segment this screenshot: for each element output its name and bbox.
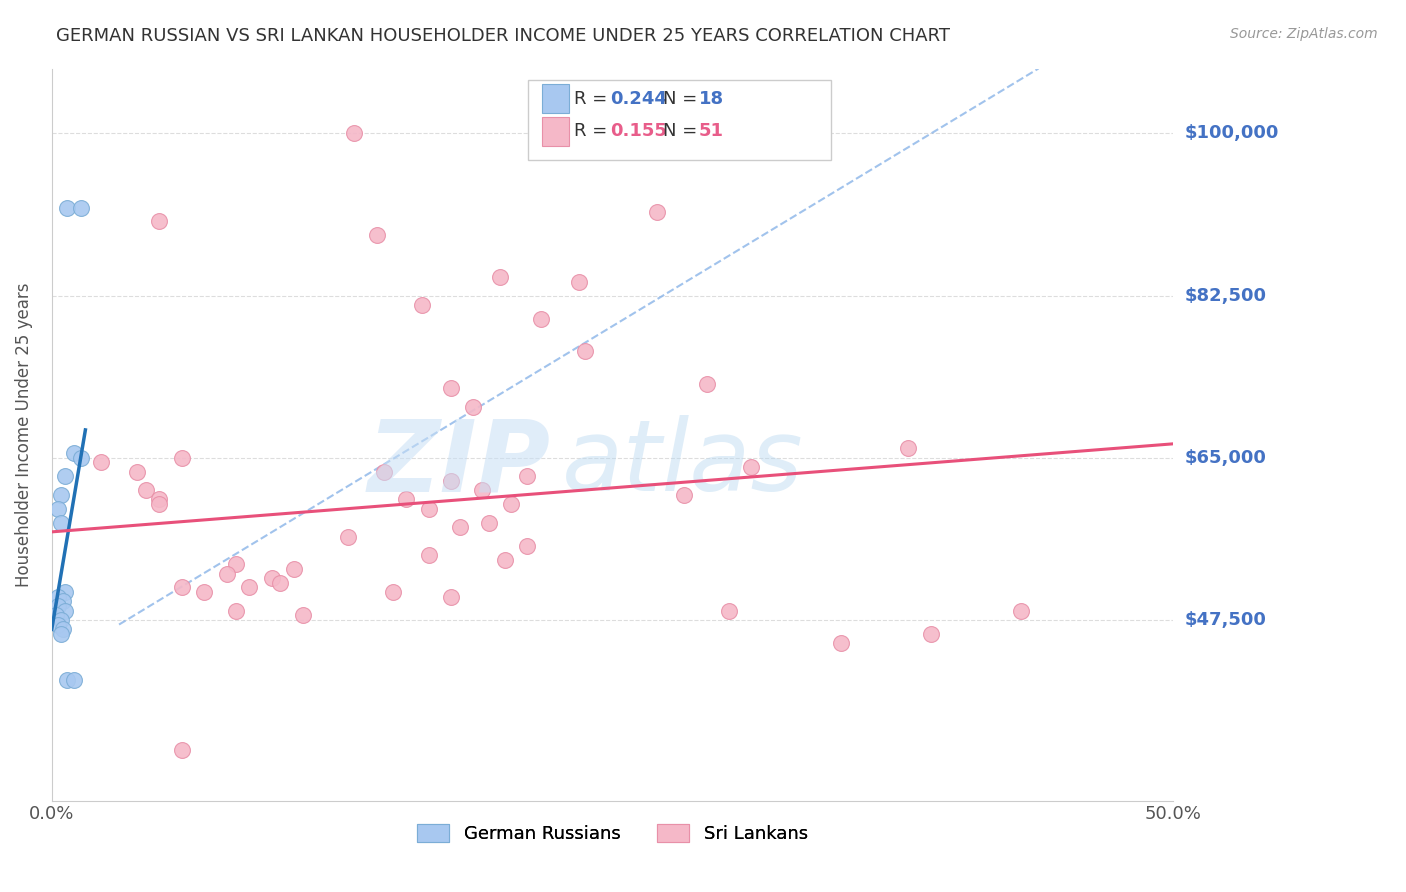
Point xyxy=(471,483,494,498)
Point xyxy=(56,201,79,215)
Point xyxy=(463,400,485,414)
Point xyxy=(897,442,920,456)
Point xyxy=(516,469,538,483)
Point xyxy=(48,599,70,613)
Point xyxy=(366,228,388,243)
Text: N =: N = xyxy=(662,122,703,140)
Point xyxy=(740,460,762,475)
Point xyxy=(148,492,170,507)
Point xyxy=(494,552,516,566)
Point xyxy=(215,566,238,581)
Text: R =: R = xyxy=(574,89,613,108)
Point xyxy=(53,585,76,599)
Point xyxy=(283,562,305,576)
Text: N =: N = xyxy=(662,89,703,108)
FancyBboxPatch shape xyxy=(529,79,831,160)
Text: Source: ZipAtlas.com: Source: ZipAtlas.com xyxy=(1230,27,1378,41)
Point xyxy=(381,585,404,599)
Legend: German Russians, Sri Lankans: German Russians, Sri Lankans xyxy=(409,816,815,850)
Point xyxy=(48,501,70,516)
Point xyxy=(135,483,157,498)
Y-axis label: Householder Income Under 25 years: Householder Income Under 25 years xyxy=(15,283,32,587)
Text: $65,000: $65,000 xyxy=(1184,449,1265,467)
Point xyxy=(373,465,395,479)
Point xyxy=(440,381,463,395)
Point xyxy=(63,673,86,687)
Point xyxy=(440,474,463,488)
Point xyxy=(49,627,72,641)
Text: ZIP: ZIP xyxy=(368,416,551,512)
Point xyxy=(48,590,70,604)
Text: 0.244: 0.244 xyxy=(610,89,666,108)
Point xyxy=(1010,604,1032,618)
Text: atlas: atlas xyxy=(562,416,804,512)
Point xyxy=(501,497,523,511)
Point xyxy=(291,608,314,623)
Point xyxy=(48,617,70,632)
Point xyxy=(516,539,538,553)
Point xyxy=(63,446,86,460)
Point xyxy=(49,613,72,627)
Point xyxy=(645,205,668,219)
Point xyxy=(568,275,591,289)
Point xyxy=(830,636,852,650)
Point xyxy=(49,516,72,530)
FancyBboxPatch shape xyxy=(541,84,568,113)
Point xyxy=(673,488,696,502)
Text: R =: R = xyxy=(574,122,613,140)
Point xyxy=(418,548,440,562)
Point xyxy=(193,585,215,599)
FancyBboxPatch shape xyxy=(541,117,568,146)
Point xyxy=(574,344,596,359)
Text: $47,500: $47,500 xyxy=(1184,611,1265,629)
Point xyxy=(56,673,79,687)
Point xyxy=(920,627,942,641)
Point xyxy=(170,450,193,465)
Point xyxy=(49,488,72,502)
Text: 0.155: 0.155 xyxy=(610,122,666,140)
Point xyxy=(70,450,93,465)
Point xyxy=(260,571,283,585)
Point xyxy=(53,604,76,618)
Point xyxy=(238,581,260,595)
Point xyxy=(225,604,247,618)
Point xyxy=(125,465,148,479)
Point xyxy=(489,270,512,285)
Point xyxy=(45,608,67,623)
Text: 51: 51 xyxy=(699,122,724,140)
Point xyxy=(225,558,247,572)
Point xyxy=(90,455,112,469)
Point xyxy=(395,492,418,507)
Text: GERMAN RUSSIAN VS SRI LANKAN HOUSEHOLDER INCOME UNDER 25 YEARS CORRELATION CHART: GERMAN RUSSIAN VS SRI LANKAN HOUSEHOLDER… xyxy=(56,27,950,45)
Point xyxy=(478,516,501,530)
Point xyxy=(449,520,471,534)
Point xyxy=(269,575,291,590)
Text: 18: 18 xyxy=(699,89,724,108)
Point xyxy=(52,594,75,608)
Point xyxy=(717,604,740,618)
Point xyxy=(411,298,433,312)
Point xyxy=(336,529,359,543)
Text: $100,000: $100,000 xyxy=(1184,124,1278,143)
Point xyxy=(148,214,170,228)
Point xyxy=(70,201,93,215)
Text: $82,500: $82,500 xyxy=(1184,286,1267,304)
Point xyxy=(440,590,463,604)
Point xyxy=(170,742,193,756)
Point xyxy=(696,376,718,391)
Point xyxy=(343,127,366,141)
Point xyxy=(52,622,75,636)
Point xyxy=(418,501,440,516)
Point xyxy=(148,497,170,511)
Point xyxy=(170,581,193,595)
Point xyxy=(530,311,553,326)
Point xyxy=(53,469,76,483)
